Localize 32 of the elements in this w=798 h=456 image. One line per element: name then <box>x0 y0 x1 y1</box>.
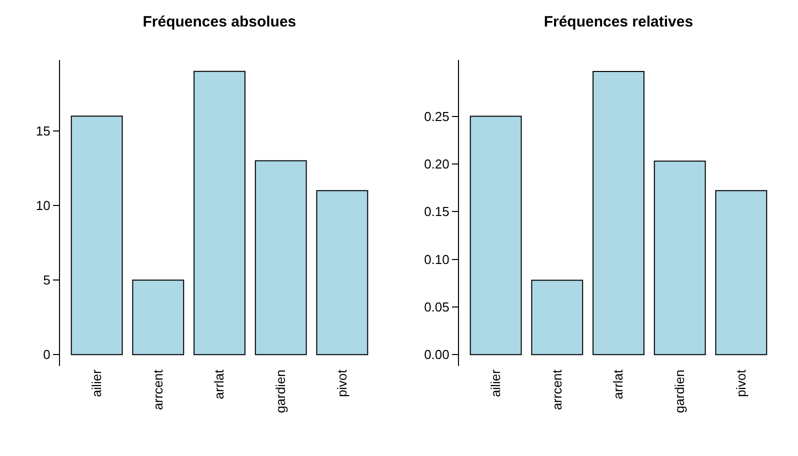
x-tick-label: arrcent <box>549 369 564 410</box>
bar <box>654 160 706 356</box>
bar <box>132 280 184 356</box>
y-tick-label: 0.15 <box>424 204 450 220</box>
y-tick-label: 0.10 <box>424 252 450 267</box>
y-tick-label: 0.20 <box>424 156 450 172</box>
y-tick-label: 0 <box>43 347 50 362</box>
bar <box>715 190 768 356</box>
x-tick-label: pivot <box>334 369 350 398</box>
chart-title: Fréquences absolues <box>142 13 296 30</box>
y-tick-label: 0.25 <box>424 108 450 124</box>
y-tick-label: 0.00 <box>424 347 450 362</box>
bar <box>470 116 522 356</box>
y-tick-label: 5 <box>43 272 50 288</box>
x-tick-label: gardien <box>273 370 288 413</box>
chart-title: Fréquences relatives <box>544 13 694 30</box>
y-tick-label: 15 <box>36 124 50 139</box>
bar <box>592 70 644 356</box>
bar <box>254 160 307 356</box>
bar <box>316 190 368 356</box>
x-tick-label: ailier <box>488 368 504 398</box>
x-tick-label: pivot <box>733 369 748 398</box>
y-tick-label: 0.05 <box>424 300 450 315</box>
bar <box>194 70 246 356</box>
x-tick-label: arrlat <box>610 369 626 400</box>
bar <box>531 280 584 356</box>
x-tick-label: ailier <box>89 368 104 398</box>
y-tick-label: 10 <box>36 198 50 214</box>
x-tick-label: gardien <box>672 370 688 413</box>
x-tick-label: arrcent <box>150 369 166 410</box>
bar <box>70 116 123 356</box>
x-tick-label: arrlat <box>212 369 227 400</box>
